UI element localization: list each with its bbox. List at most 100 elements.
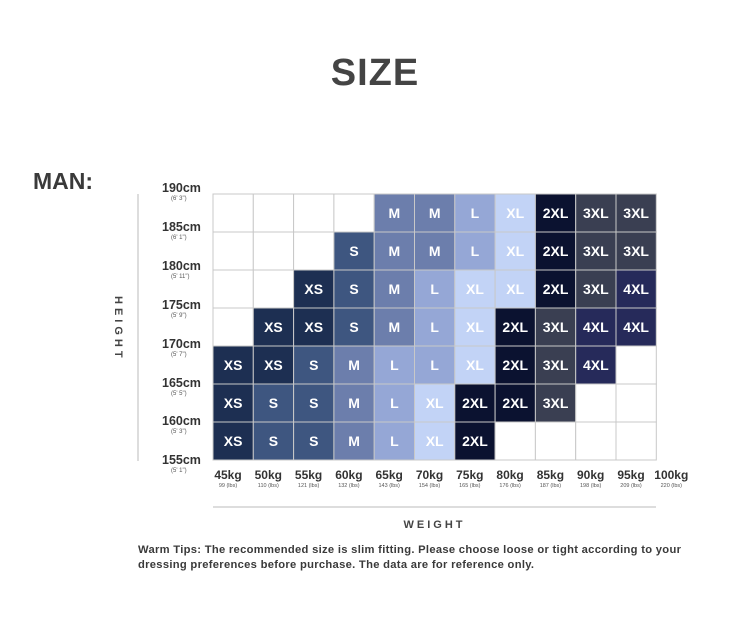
size-cell — [534, 269, 577, 309]
size-cell-label: XS — [224, 433, 243, 449]
weight-kg: 65kg — [375, 468, 403, 482]
height-tick-label: 155cm (5' 1") — [162, 454, 212, 475]
weight-kg: 60kg — [335, 468, 363, 482]
size-cell-label: S — [269, 395, 278, 411]
height-cm: 180cm — [162, 259, 201, 273]
size-cell — [333, 231, 375, 271]
weight-tick-label: 60kg 132 (lbs) — [327, 468, 371, 490]
size-cell — [252, 307, 295, 347]
weight-kg: 70kg — [415, 468, 444, 482]
weight-lbs: 209 (lbs) — [620, 483, 642, 489]
weight-kg: 50kg — [254, 468, 282, 482]
size-cell — [333, 345, 375, 385]
size-cell — [615, 307, 657, 347]
page-title: SIZE — [330, 52, 420, 94]
weight-kg: 100kg — [654, 468, 689, 482]
size-cell-label: XS — [264, 357, 283, 373]
weight-kg: 85kg — [536, 468, 565, 482]
size-cell — [494, 231, 536, 271]
weight-tick-label: 95kg 209 (lbs) — [609, 468, 653, 490]
size-cell-label: 3XL — [583, 281, 609, 297]
weight-lbs: 154 (lbs) — [418, 483, 441, 489]
weight-tick-label: 50kg 110 (lbs) — [246, 468, 290, 490]
height-tick-label: 185cm (6' 1") — [162, 221, 212, 242]
size-cell — [615, 269, 657, 309]
size-cell — [414, 383, 456, 423]
size-cell — [615, 231, 657, 271]
size-cell — [414, 345, 456, 385]
size-cell-label: XL — [466, 319, 484, 335]
height-tick-label: 190cm (6' 3") — [162, 182, 212, 203]
height-cm: 185cm — [162, 220, 201, 234]
size-cell-label: 4XL — [623, 319, 649, 335]
size-cell-label: 2XL — [502, 395, 528, 411]
size-cell-label: 2XL — [462, 395, 488, 411]
size-cell-label: M — [389, 243, 401, 259]
size-cell-label: M — [348, 357, 360, 373]
size-cell-label: L — [471, 205, 480, 221]
weight-tick-label: 100kg 220 (lbs) — [649, 468, 693, 490]
weight-tick-label: 80kg 176 (lbs) — [488, 468, 532, 490]
size-cell-label: S — [349, 243, 358, 259]
weight-tick-label: 55kg 121 (lbs) — [287, 468, 331, 490]
size-cell-label: L — [430, 281, 439, 297]
size-cell — [454, 383, 496, 423]
size-cell — [252, 231, 295, 271]
size-cell-label: 2XL — [543, 205, 569, 221]
size-cell-label: 3XL — [543, 319, 569, 335]
size-cell — [494, 421, 536, 461]
weight-kg: 45kg — [214, 468, 242, 482]
weight-tick-label: 90kg 198 (lbs) — [569, 468, 613, 490]
weight-lbs: 99 (lbs) — [218, 483, 238, 489]
size-cell — [615, 421, 657, 461]
size-cell — [373, 383, 416, 423]
size-cell-label: 4XL — [583, 319, 609, 335]
size-cell-label: XS — [304, 281, 323, 297]
size-cell-label: 2XL — [543, 243, 569, 259]
size-cell-label: 3XL — [623, 205, 649, 221]
size-cell — [333, 383, 375, 423]
weight-lbs: 132 (lbs) — [338, 483, 360, 489]
size-cell-label: XL — [426, 395, 444, 411]
size-cell — [534, 421, 577, 461]
size-cell — [212, 269, 254, 309]
size-cell — [293, 193, 335, 233]
size-cell-label: 2XL — [502, 319, 528, 335]
weight-kg: 80kg — [496, 468, 524, 482]
size-cell — [212, 345, 254, 385]
weight-lbs: 121 (lbs) — [297, 483, 320, 489]
height-cm: 170cm — [162, 337, 201, 351]
size-cell — [534, 383, 577, 423]
size-cell-label: 3XL — [543, 357, 569, 373]
height-ft: (6' 3") — [171, 196, 187, 202]
size-cell-label: XS — [224, 395, 243, 411]
size-cell — [575, 421, 617, 461]
height-tick-label: 160cm (5' 3") — [162, 415, 212, 436]
weight-lbs: 165 (lbs) — [459, 483, 481, 489]
height-ft: (5' 11") — [171, 274, 190, 280]
size-cell-label: M — [348, 433, 360, 449]
size-cell-label: 3XL — [623, 243, 649, 259]
size-cell-label: XS — [224, 357, 243, 373]
size-cell — [454, 345, 496, 385]
size-cell — [293, 231, 335, 271]
size-cell — [373, 307, 416, 347]
size-cell-label: 4XL — [623, 281, 649, 297]
size-cell — [615, 345, 657, 385]
weight-lbs: 176 (lbs) — [499, 483, 521, 489]
size-cell — [212, 231, 254, 271]
size-cell — [494, 383, 536, 423]
size-cell — [414, 231, 456, 271]
weight-lbs: 187 (lbs) — [539, 483, 562, 489]
weight-tick-label: 70kg 154 (lbs) — [408, 468, 452, 490]
height-tick-label: 170cm (5' 7") — [162, 338, 212, 359]
size-cell — [212, 307, 254, 347]
size-cell-label: S — [309, 357, 318, 373]
height-cm: 175cm — [162, 298, 201, 312]
size-cell — [333, 193, 375, 233]
size-cell-label: XL — [466, 357, 484, 373]
size-cell-label: S — [349, 281, 358, 297]
size-cell — [252, 345, 295, 385]
weight-kg: 75kg — [456, 468, 484, 482]
size-cell — [534, 345, 577, 385]
